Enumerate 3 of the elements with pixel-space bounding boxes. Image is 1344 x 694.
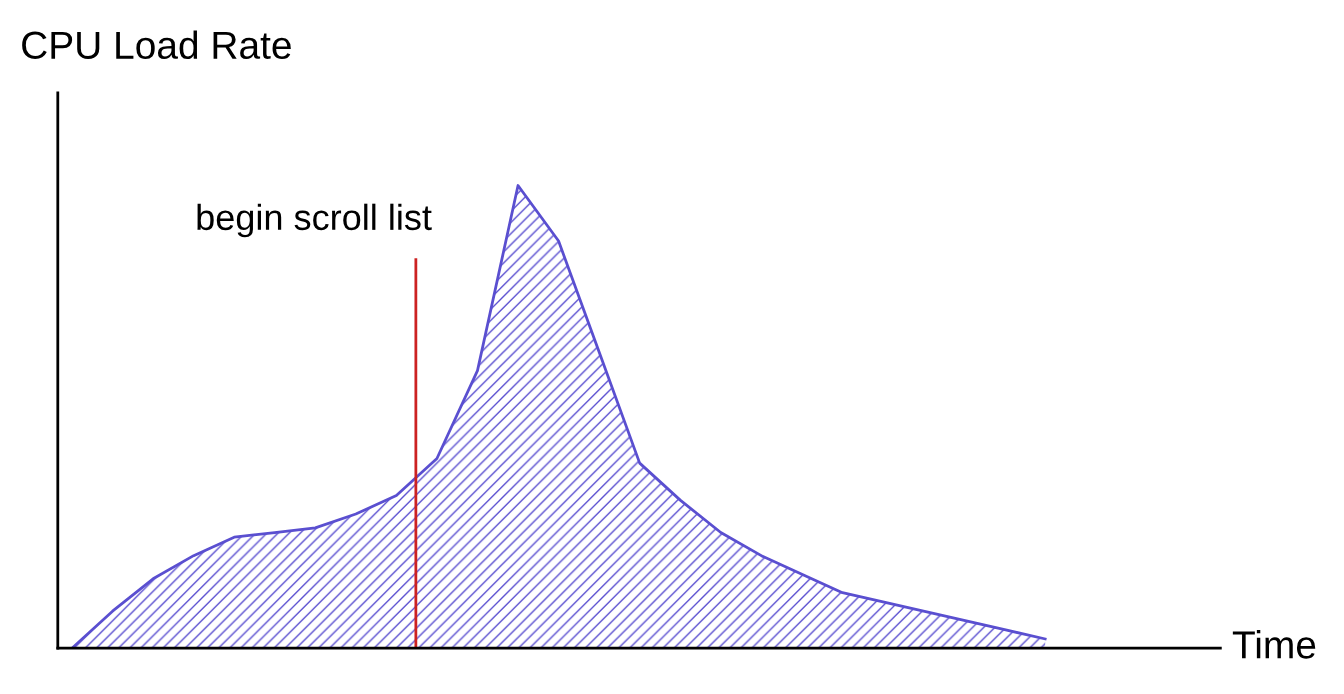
y-axis-title: CPU Load Rate	[22, 30, 291, 60]
annotation: begin scroll list	[197, 203, 432, 238]
x-axis-title: Time	[1232, 630, 1316, 659]
